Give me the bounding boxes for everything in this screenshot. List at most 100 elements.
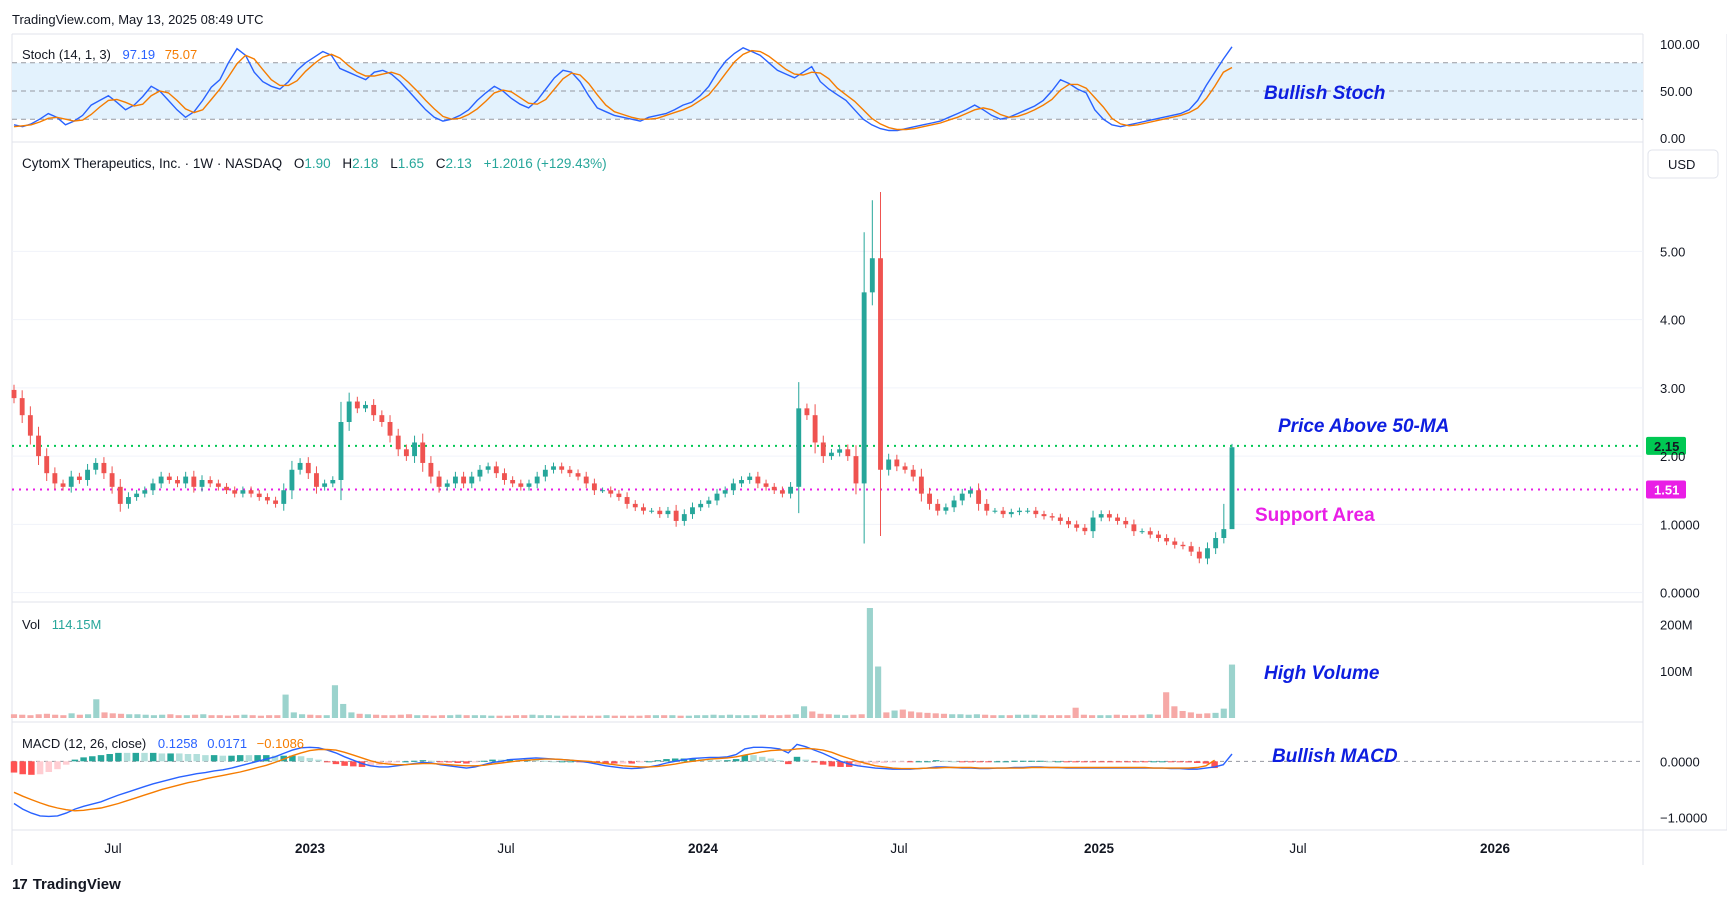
volume-bar [652,715,659,718]
candle-body [1155,534,1161,538]
annotation-price-above-ma: Price Above 50-MA [1278,416,1449,437]
macd-hist-bar [1106,761,1114,763]
volume-bar [866,608,873,718]
stoch-panel[interactable]: 100.00 50.00 0.00 Stoch (14, 1, 3) 97.19 7… [12,37,1700,146]
candle-body [575,473,581,477]
volume-bar [587,715,594,718]
volume-bar [282,694,289,718]
macd-hist-bar [663,759,670,762]
candle-body [1033,510,1039,515]
stoch-series-d [13,49,1233,131]
volume-bar [257,715,264,718]
candle-body [698,503,704,508]
candle-body [248,490,254,494]
candle-body [428,462,434,477]
volume-panel[interactable]: 200M 100M Vol 114.15M High Volume [10,608,1693,718]
volume-bar [965,714,972,718]
volume-bar [331,685,339,718]
volume-bar [776,715,783,718]
candle-body [215,483,221,487]
header-timestamp: TradingView.com, May 13, 2025 08:49 UTC [12,12,264,27]
candle-body [379,415,385,422]
volume-bar [134,714,141,718]
volume-bar [191,714,199,718]
volume-bar [768,715,775,718]
macd-hist-bar [1176,761,1184,763]
ohlc-low: 1.65 [398,156,424,171]
symbol-name: CytomX Therapeutics, Inc. · 1W · NASDAQ [22,156,282,171]
macd-hist-bar [602,761,609,764]
volume-bar [875,666,882,718]
candle-body [804,408,810,416]
candle-body [747,476,753,480]
candle-body [1074,524,1080,528]
volume-bar [463,715,470,718]
time-tick-label: Jul [497,841,514,856]
volume-bar [784,714,791,718]
macd-hist-bar [689,758,696,762]
candle-body [951,500,957,508]
candle-body [224,486,229,491]
volume-bar [1171,706,1178,718]
volume-bar [397,714,404,718]
candle-body [191,476,197,487]
candle-body [861,292,867,484]
candle-body [1123,520,1129,525]
macd-panel[interactable]: 0.0000 −1.0000 MACD (12, 26, close) 0.125… [10,736,1708,826]
volume-bar [208,715,215,718]
time-tick-label: 2024 [688,841,719,856]
tradingview-logo[interactable]: 17 TradingView [12,876,121,893]
volume-bar [817,713,824,718]
macd-hist-bar [89,756,96,762]
volume-bar [216,715,223,718]
volume-bar [471,715,478,718]
volume-bar [1056,715,1063,718]
volume-bar [76,714,83,718]
candle-body [1082,527,1088,532]
macd-hist-bar [750,755,757,762]
macd-hist-bar [254,755,261,762]
volume-bar [1163,692,1170,718]
volume-bar [159,714,166,718]
macd-hist-bar [1019,760,1027,762]
candle-body [1131,524,1137,532]
volume-bar [438,715,446,718]
ohlc-low-label: L [390,156,398,171]
price-tick-label: 0.0000 [1660,586,1700,601]
candle-body [829,452,834,457]
candle-body [1115,517,1120,521]
price-y-axis: 5.00 4.00 3.00 2.00 1.0000 0.0000 [1660,244,1700,600]
volume-bar [290,712,297,718]
candles [11,192,1235,565]
macd-hist-bar [271,755,279,762]
time-axis[interactable]: Jul 2023 Jul 2024 Jul 2025 Jul 2026 [104,841,1510,856]
volume-bar [512,715,520,718]
macd-hist-bar [819,761,827,765]
volume-bar [1105,715,1112,718]
candle-body [763,483,769,487]
candle-body [158,476,164,484]
candle-body [412,442,417,457]
price-tick-label: 1.0000 [1660,517,1700,532]
macd-hist-bar [985,761,992,763]
volume-bar [389,715,396,718]
macd-hist-bar [611,761,618,764]
candle-body [927,493,932,504]
price-panel[interactable]: 2.15 1.51 5.00 4.00 3.00 2.00 1.0000 0.0000 Cy… [11,149,1719,601]
macd-hist-bar [1150,761,1157,763]
volume-bar [93,699,100,718]
candle-body [853,456,859,484]
volume-bar [356,713,363,718]
macd-hist-bar [1115,761,1123,763]
candle-body [583,476,589,484]
volume-bar [447,715,454,718]
candle-body [657,510,663,515]
candle-body [1098,514,1104,518]
macd-hist-bar [236,755,244,762]
macd-hist-bar [854,761,862,766]
macd-hist-bar [62,761,70,765]
macd-hist-bar [480,760,488,762]
candle-body [910,469,916,477]
currency-button[interactable]: USD [1647,149,1719,179]
